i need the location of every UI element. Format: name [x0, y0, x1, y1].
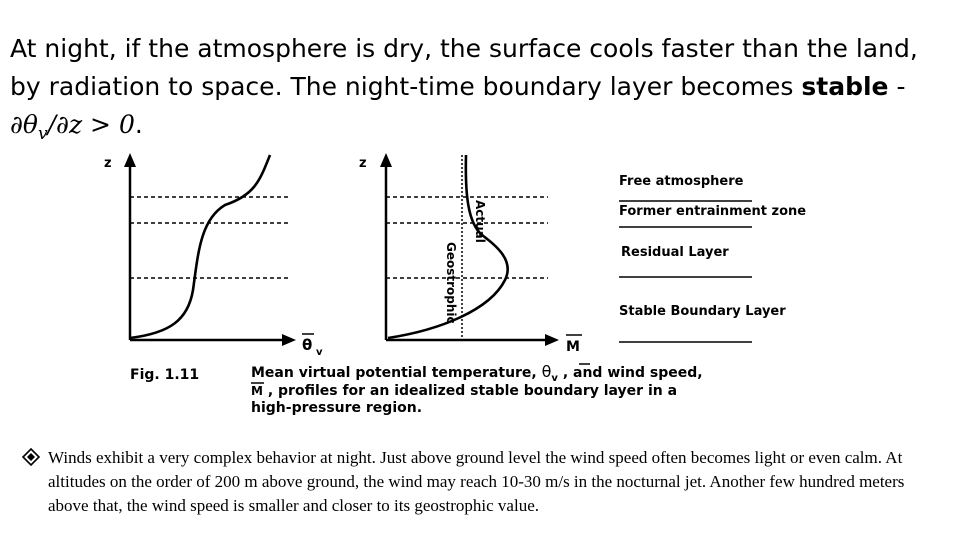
right-y-arrowhead	[380, 153, 392, 167]
layer-legend: Free atmosphere Former entrainment zone …	[619, 174, 806, 343]
figure-caption: Fig. 1.11 Mean virtual potential tempera…	[130, 362, 703, 416]
boundary-layer-figure: z θ v z M Actual Geostrophic Free atmosp…	[104, 153, 806, 416]
layer-stable-boundary-layer: Stable Boundary Layer	[619, 304, 786, 319]
heading-stable-word: stable	[801, 72, 889, 101]
heading-line-2-text: by radiation to space. The night-time bo…	[10, 72, 802, 101]
left-z-label: z	[104, 156, 112, 171]
heading-line-1: At night, if the atmosphere is dry, the …	[10, 34, 918, 63]
caption-line-1-pre: Mean virtual potential temperature,	[251, 365, 542, 381]
heading-equation: ∂θv/∂z > 0.	[10, 106, 950, 153]
theta-profile-curve	[129, 154, 272, 340]
layer-free-atmosphere: Free atmosphere	[619, 174, 744, 189]
caption-number: Fig. 1.11	[130, 367, 199, 383]
caption-theta: θ	[542, 362, 552, 381]
slide-heading: At night, if the atmosphere is dry, the …	[10, 30, 950, 153]
wind-profile-panel: z M Actual Geostrophic	[359, 153, 582, 355]
left-y-arrowhead	[124, 153, 136, 167]
right-x-arrowhead	[545, 334, 559, 346]
layer-former-entrainment-zone: Former entrainment zone	[619, 204, 806, 219]
equation-theta: ∂θ	[10, 110, 38, 139]
equation-subscript: v	[37, 124, 48, 144]
caption-theta-sub: v	[551, 373, 558, 384]
heading-line-2: by radiation to space. The night-time bo…	[10, 68, 950, 106]
left-theta-label: θ	[302, 336, 312, 354]
right-m-label: M	[566, 339, 580, 355]
diamond-bullet-icon	[22, 448, 40, 466]
caption-line-3: high-pressure region.	[251, 400, 422, 416]
caption-line-2-rest: , profiles for an idealized stable bound…	[263, 383, 677, 399]
equation-rest: /∂z > 0	[47, 110, 135, 139]
caption-line-1-post: , and wind speed,	[558, 365, 703, 381]
layer-residual-layer: Residual Layer	[621, 245, 729, 260]
bullet-text: Winds exhibit a very complex behavior at…	[48, 448, 905, 515]
bullet-point: Winds exhibit a very complex behavior at…	[22, 446, 942, 518]
right-z-label: z	[359, 156, 367, 171]
caption-m: M	[251, 384, 263, 398]
geostrophic-label: Geostrophic	[444, 242, 458, 324]
left-theta-sub: v	[316, 347, 323, 358]
actual-curve-label: Actual	[473, 200, 487, 243]
caption-line-1: Mean virtual potential temperature, θv ,…	[251, 362, 703, 384]
theta-profile-panel: z θ v	[104, 153, 323, 358]
caption-line-2: M , profiles for an idealized stable bou…	[251, 383, 677, 399]
wind-profile-curve	[387, 154, 509, 340]
heading-line-2-dash: -	[888, 72, 906, 101]
left-x-arrowhead	[282, 334, 296, 346]
equation-period: .	[134, 110, 143, 139]
